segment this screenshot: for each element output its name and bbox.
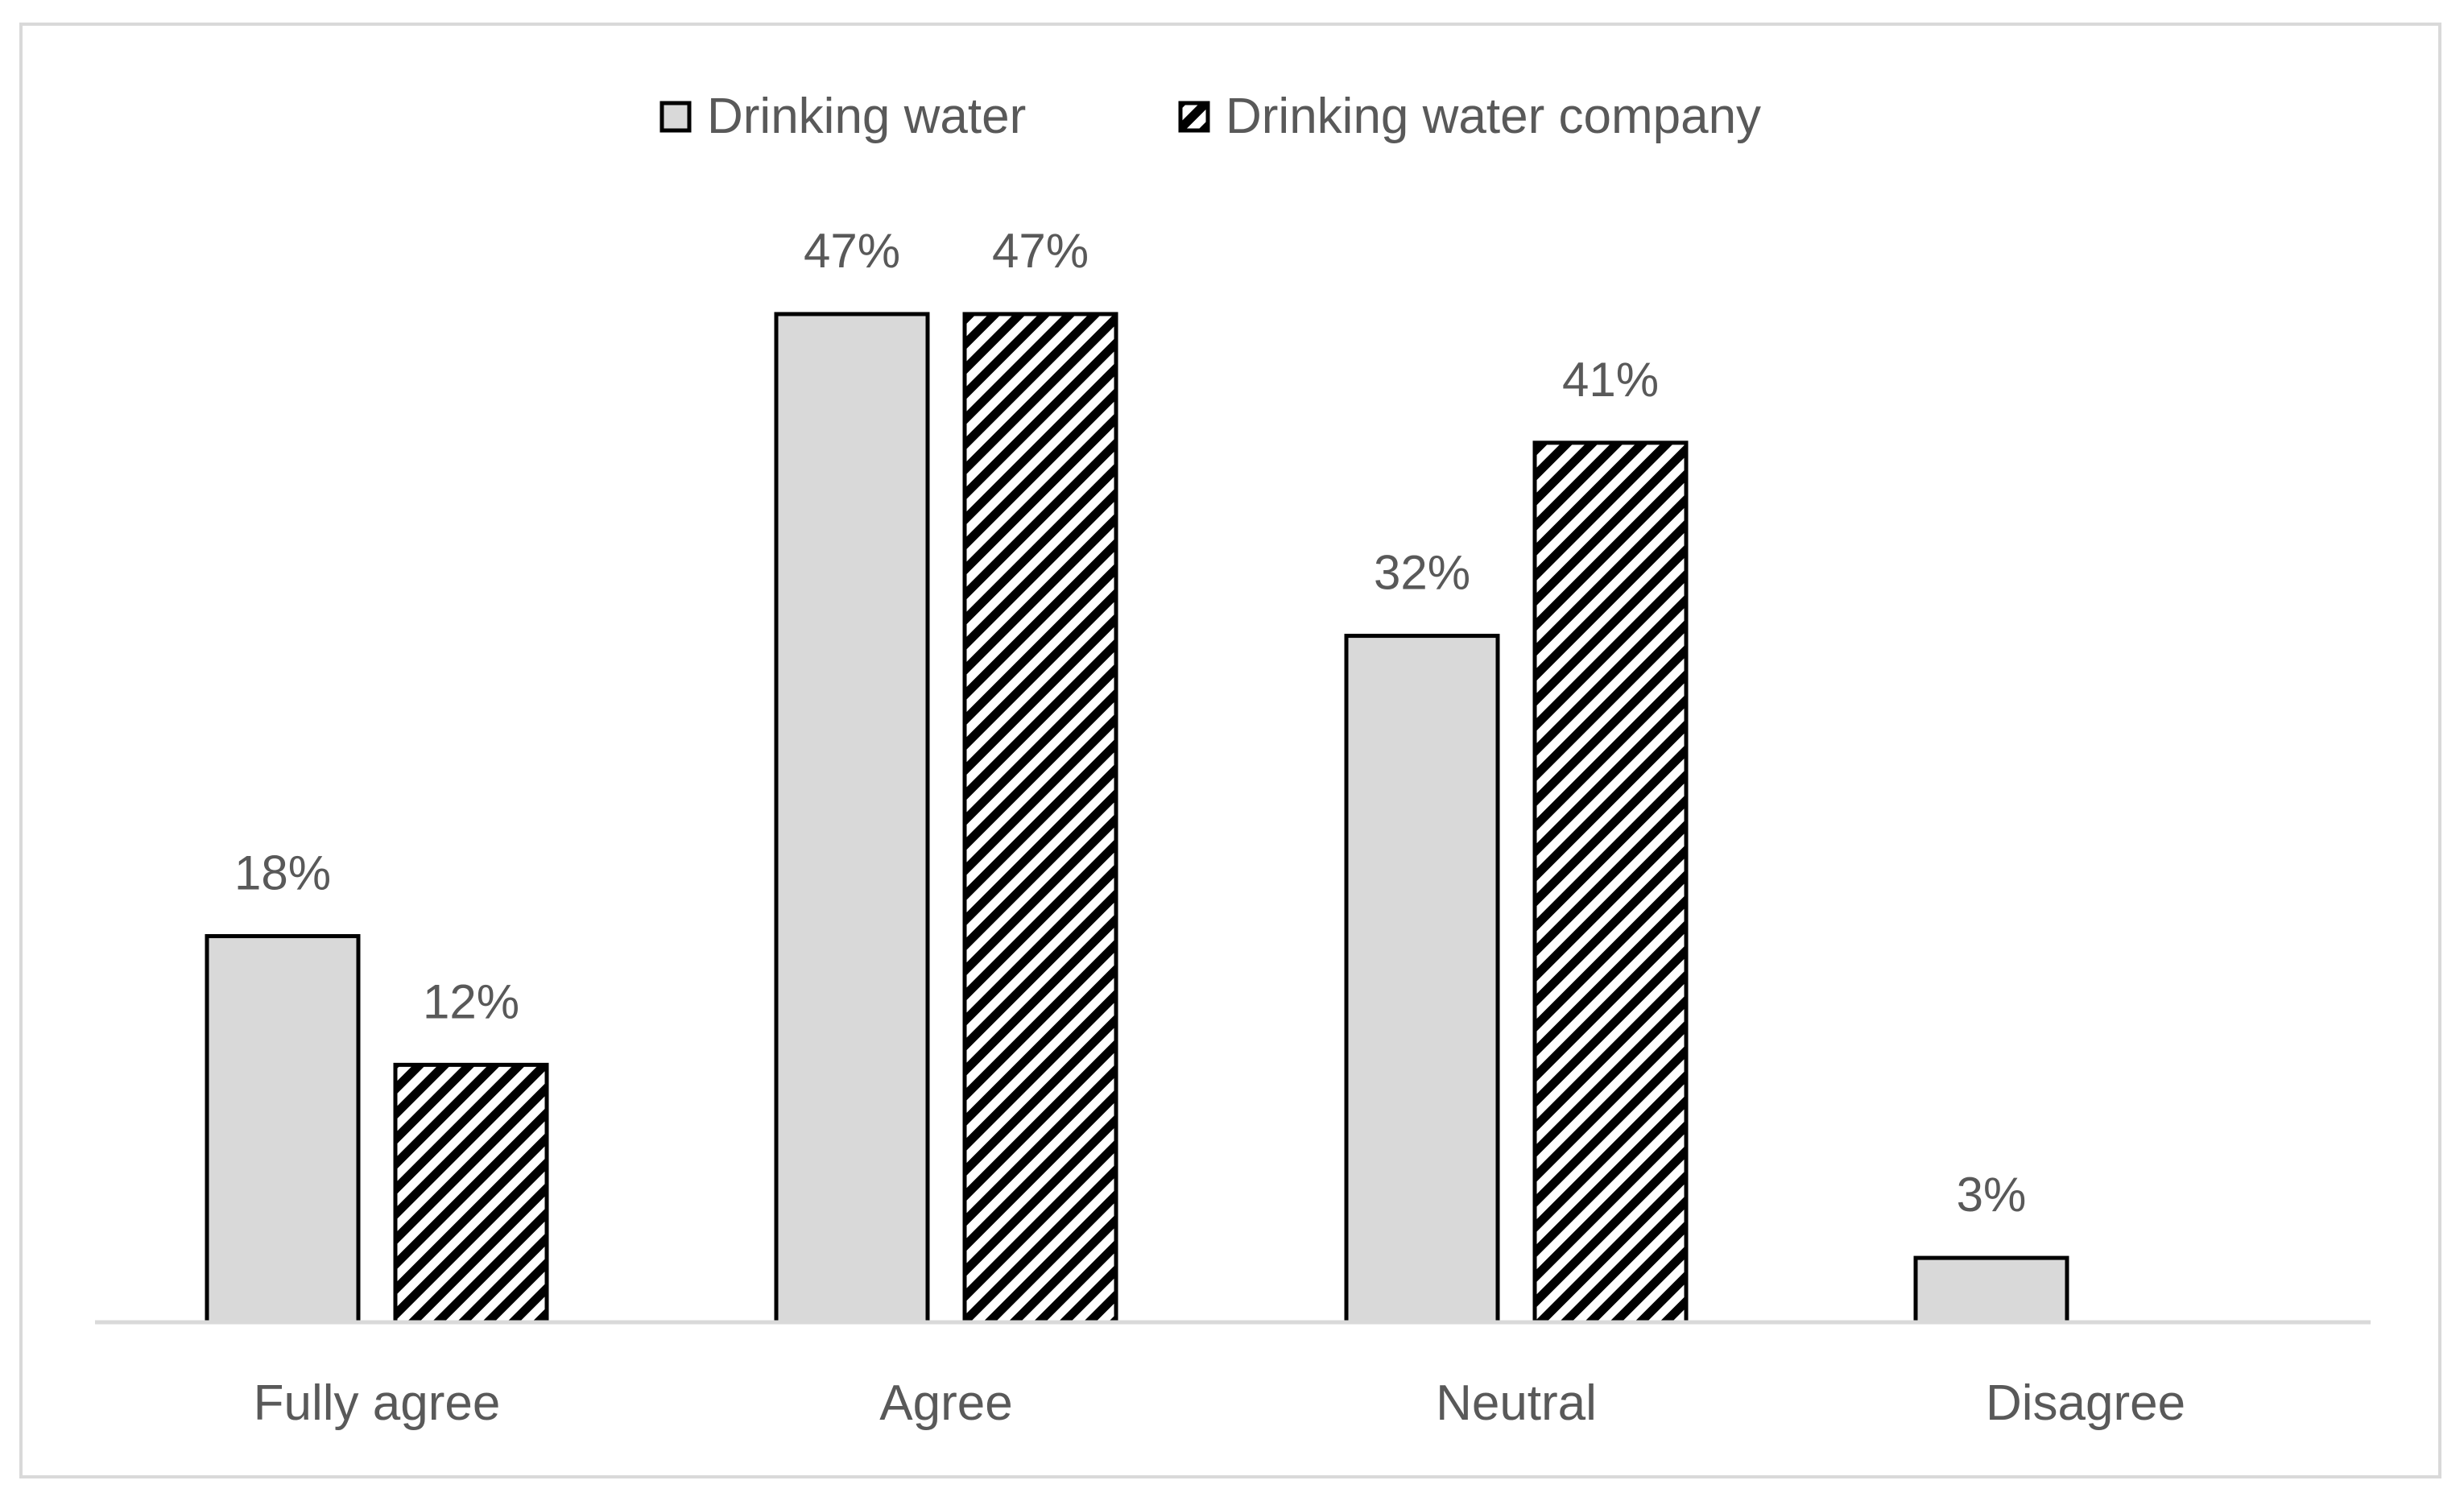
legend-label-drinking-water-company: Drinking water company [1226,89,1761,144]
legend-swatch-drinking-water-company [1178,101,1210,133]
data-label-drinking-water-agree: 47% [804,224,900,278]
category-labels-group: Fully agree Agree Neutral Disagree [254,1375,2185,1431]
category-label-disagree: Disagree [1986,1375,2185,1431]
legend-label-drinking-water: Drinking water [707,89,1026,144]
category-label-neutral: Neutral [1436,1375,1597,1431]
data-label-drinking-water-company-neutral: 41% [1562,353,1659,407]
bar-drinking-water-company-neutral [1532,440,1689,1325]
legend: Drinking water Drinking water company [659,89,1761,144]
legend-swatch-drinking-water [659,101,692,133]
bar-drinking-water-agree [774,312,930,1325]
bars-group [205,312,2069,1325]
bar-drinking-water-company-fully-agree [393,1062,549,1325]
data-label-drinking-water-disagree: 3% [1957,1168,2027,1222]
data-label-drinking-water-fully-agree: 18% [234,846,331,900]
data-label-drinking-water-company-agree: 47% [992,224,1089,278]
data-label-drinking-water-company-fully-agree: 12% [423,974,519,1028]
category-label-fully-agree: Fully agree [254,1375,501,1431]
bar-drinking-water-company-agree [962,312,1118,1325]
value-labels-group: 18% 12% 47% 47% 32% 41% 3% [234,224,2026,1222]
bar-drinking-water-disagree [1913,1255,2069,1325]
bar-drinking-water-neutral [1344,634,1500,1325]
category-label-agree: Agree [879,1375,1012,1431]
data-label-drinking-water-neutral: 32% [1374,546,1470,600]
bar-drinking-water-fully-agree [205,934,361,1325]
